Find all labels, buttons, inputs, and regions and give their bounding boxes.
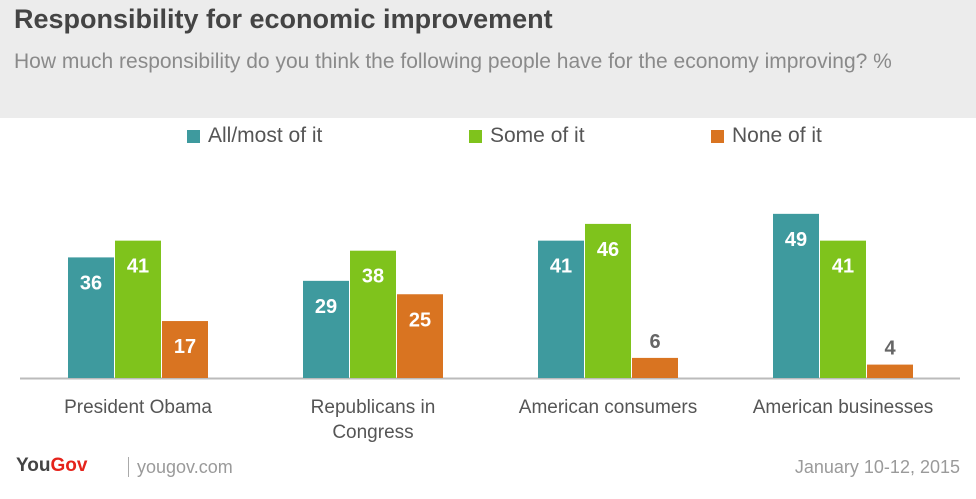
legend-swatch-some — [469, 129, 482, 143]
logo-text-you: You — [16, 455, 51, 476]
bar-value-label: 25 — [409, 309, 431, 331]
bar-none — [397, 294, 443, 378]
bar-value-label: 36 — [80, 272, 102, 294]
bar-some — [585, 223, 631, 378]
header: Responsibility for economic improvement … — [0, 0, 976, 118]
bar-chart: 36 41 17 President Obama 29 38 25 Republicans i… — [20, 213, 960, 443]
bar-value-label: 41 — [127, 256, 149, 278]
bar-some — [115, 240, 161, 378]
legend-item-none: None of it — [711, 124, 822, 148]
bar-value-label: 38 — [362, 266, 384, 288]
footer-date: January 10-12, 2015 — [794, 457, 960, 477]
legend-label-none: None of it — [732, 124, 822, 147]
bar-all-most — [68, 257, 114, 378]
category-label: American consumers — [519, 397, 697, 418]
bar-all-most — [303, 280, 349, 378]
footer-site[interactable]: yougov.com — [128, 457, 233, 477]
bar-value-label: 4 — [884, 338, 896, 360]
legend-item-all-most: All/most of it — [187, 124, 322, 148]
bar-some — [820, 240, 866, 378]
category-label: Congress — [332, 422, 413, 443]
legend-item-some: Some of it — [469, 124, 585, 148]
bar-value-label: 6 — [649, 331, 660, 353]
yougov-logo: YouGov — [16, 455, 87, 477]
bar-none — [867, 364, 913, 378]
bar-value-label: 41 — [832, 256, 854, 278]
bar-value-label: 41 — [550, 256, 572, 278]
bar-all-most — [538, 240, 584, 378]
bar-none — [632, 357, 678, 378]
bar-value-label: 49 — [785, 229, 807, 251]
legend-label-all-most: All/most of it — [208, 124, 323, 147]
bar-value-label: 17 — [174, 336, 196, 358]
category-label: Republicans in — [311, 397, 436, 418]
legend-swatch-all-most — [187, 129, 200, 143]
bar-value-label: 29 — [315, 296, 337, 318]
bar-value-label: 46 — [597, 239, 619, 261]
logo-text-gov: Gov — [50, 455, 88, 476]
legend-swatch-none — [711, 129, 724, 143]
category-label: President Obama — [64, 397, 212, 418]
category-label: American businesses — [753, 397, 934, 418]
bar-none — [162, 321, 208, 378]
bar-some — [350, 250, 396, 378]
chart-title: Responsibility for economic improvement — [14, 4, 553, 34]
chart-subtitle: How much responsibility do you think the… — [14, 50, 892, 73]
legend-label-some: Some of it — [490, 124, 585, 147]
bar-all-most — [773, 213, 819, 378]
legend: All/most of it Some of it None of it — [0, 124, 976, 152]
